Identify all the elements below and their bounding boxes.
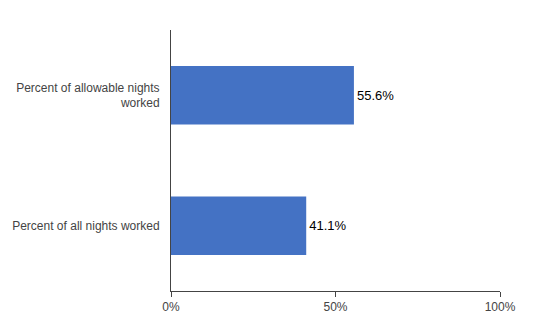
svg-text:41.1%: 41.1% bbox=[309, 218, 346, 233]
svg-text:100%: 100% bbox=[485, 300, 516, 314]
svg-text:Percent of allowable nightswor: Percent of allowable nightsworked bbox=[16, 81, 159, 111]
svg-text:Percent of all nights worked: Percent of all nights worked bbox=[12, 219, 159, 233]
svg-text:50%: 50% bbox=[323, 300, 347, 314]
svg-text:55.6%: 55.6% bbox=[357, 88, 394, 103]
svg-text:0%: 0% bbox=[162, 300, 180, 314]
